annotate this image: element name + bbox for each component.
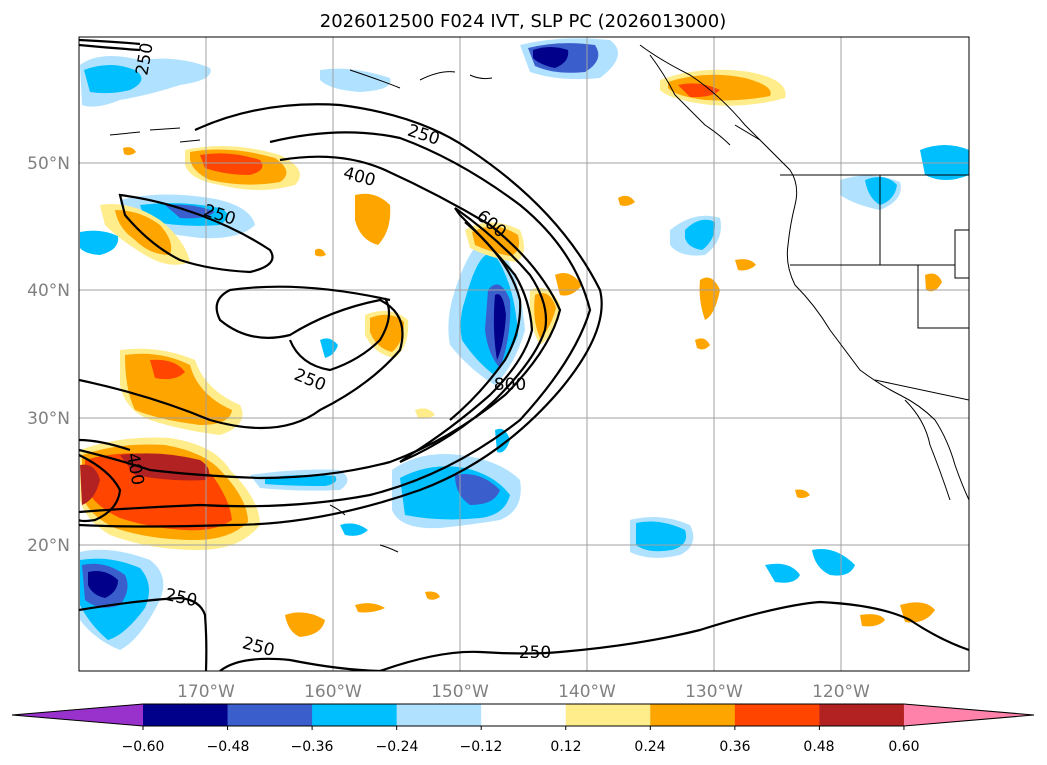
contour-label: 800 — [494, 375, 526, 395]
colorbar-tick-label: 0.36 — [719, 739, 750, 755]
lon-label: 140°W — [558, 682, 616, 702]
colorbar-bin — [396, 704, 482, 726]
contour-label: 250 — [519, 643, 551, 663]
colorbar-tick-label: −0.48 — [207, 739, 250, 755]
colorbar-tick-label: 0.12 — [550, 739, 581, 755]
colorbar-bin — [650, 704, 736, 726]
colorbar-tick-label: 0.60 — [888, 739, 919, 755]
coastlines — [109, 44, 969, 553]
colorbar-bin — [819, 704, 905, 726]
lon-label: 170°W — [177, 682, 235, 702]
colorbar-bin — [481, 704, 567, 726]
lat-label: 20°N — [27, 536, 70, 556]
lat-label: 30°N — [27, 409, 70, 429]
lon-label: 150°W — [431, 682, 489, 702]
colorbar-bin — [312, 704, 398, 726]
negative-anomaly-fills — [80, 38, 969, 650]
colorbar-tick-label: 0.48 — [803, 739, 834, 755]
colorbar-bin — [227, 704, 313, 726]
colorbar-bin — [565, 704, 651, 726]
latitude-labels: 50°N 40°N 30°N 20°N — [27, 154, 70, 556]
colorbar-extend-high — [903, 704, 1034, 726]
colorbar-tick-label: −0.24 — [376, 739, 419, 755]
slp-contours — [79, 38, 969, 671]
colorbar-tick-labels: −0.60 −0.48 −0.36 −0.24 −0.12 0.12 0.24 … — [122, 739, 920, 755]
lat-label: 50°N — [27, 154, 70, 174]
lon-label: 160°W — [304, 682, 362, 702]
colorbar-tick-label: −0.12 — [460, 739, 503, 755]
colorbar-tick-label: 0.24 — [634, 739, 665, 755]
lon-label: 130°W — [685, 682, 743, 702]
figure-title: 2026012500 F024 IVT, SLP PC (2026013000) — [320, 11, 726, 32]
colorbar-tick-label: −0.60 — [122, 739, 165, 755]
colorbar-extend-low — [12, 704, 143, 726]
lon-label: 120°W — [812, 682, 870, 702]
colorbar-bin — [143, 704, 229, 726]
colorbar-bin — [734, 704, 820, 726]
colorbar-tick-label: −0.36 — [291, 739, 334, 755]
lat-label: 40°N — [27, 281, 70, 301]
map-panel: 250 250 400 600 250 250 800 400 250 250 … — [78, 36, 970, 672]
colorbar — [11, 703, 1035, 730]
longitude-labels: 170°W 160°W 150°W 140°W 130°W 120°W — [177, 682, 870, 702]
